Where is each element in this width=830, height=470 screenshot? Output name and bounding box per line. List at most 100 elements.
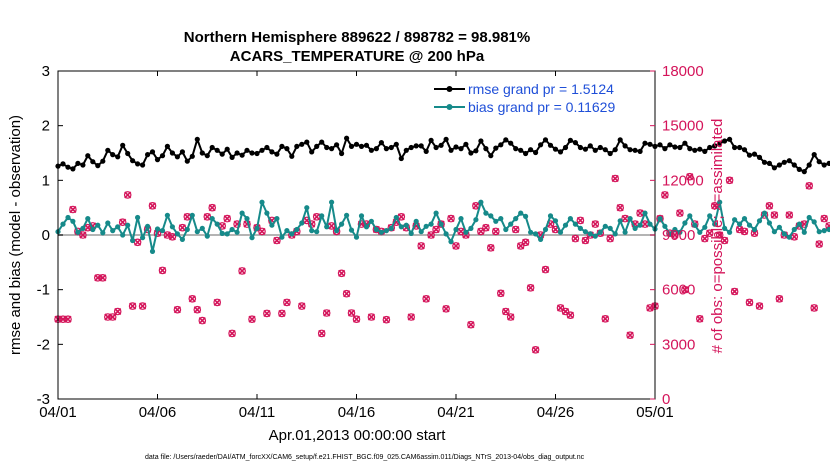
bias-point — [751, 226, 758, 233]
bias-point — [826, 226, 830, 233]
rmse-point — [65, 164, 71, 170]
obs-possible-point — [676, 209, 684, 217]
bias-point — [209, 216, 215, 222]
rmse-point — [801, 169, 807, 175]
bias-point — [677, 229, 683, 235]
bias-point — [135, 214, 141, 221]
bias-point — [478, 199, 484, 205]
rmse-point — [418, 143, 424, 149]
rmse-point — [140, 162, 146, 168]
rmse-point — [209, 144, 215, 151]
rmse-point — [204, 153, 210, 159]
obs-possible-point — [700, 234, 709, 243]
bias-point — [418, 229, 424, 235]
rmse-point — [348, 143, 355, 149]
rmse-point — [115, 154, 121, 160]
obs-possible-point — [681, 285, 689, 294]
rmse-point — [239, 152, 245, 158]
bias-point — [702, 224, 708, 230]
bias-point — [538, 236, 544, 242]
obs-possible-point — [342, 289, 351, 298]
bias-point — [428, 221, 434, 227]
obs-assimilated-point — [477, 227, 485, 235]
obs-possible-point — [193, 305, 202, 314]
bias-point — [523, 213, 529, 219]
rmse-point — [538, 142, 544, 148]
bias-point — [70, 218, 76, 224]
obs-assimilated-point — [636, 209, 644, 217]
obs-assimilated-point — [571, 235, 579, 243]
rmse-point — [289, 153, 295, 159]
bias-point — [373, 226, 379, 233]
obs-assimilated-point — [198, 317, 206, 325]
obs-assimilated-point — [457, 227, 465, 235]
bias-point — [722, 225, 728, 231]
bias-point — [632, 225, 638, 231]
bias-point — [776, 224, 783, 230]
rmse-point — [508, 140, 514, 146]
obs-assimilated-point — [492, 227, 500, 235]
rmse-point — [214, 147, 220, 153]
rmse-point — [672, 144, 678, 150]
bias-point — [358, 213, 365, 219]
obs-possible-point — [297, 302, 306, 310]
obs-assimilated-point — [616, 204, 624, 212]
chart-title: Northern Hemisphere 889622 / 898782 = 98… — [184, 29, 530, 46]
bias-point — [329, 199, 335, 205]
obs-possible-point — [258, 227, 266, 236]
bias-point — [393, 214, 399, 221]
bias-point — [637, 222, 643, 228]
bias-point — [284, 228, 290, 234]
obs-assimilated-point — [522, 238, 530, 246]
obs-assimilated-point — [442, 305, 450, 313]
bias-point — [125, 222, 131, 228]
obs-possible-point — [541, 265, 550, 274]
obs-possible-point — [442, 304, 450, 313]
obs-possible-point — [755, 302, 764, 310]
obs-assimilated-point — [606, 235, 614, 243]
rmse-point — [95, 163, 101, 169]
obs-assimilated-point — [745, 298, 754, 306]
x-axis-label: Apr.01,2013 00:00:00 start — [269, 427, 447, 444]
obs-possible-point — [198, 316, 207, 325]
obs-possible-point — [720, 236, 729, 245]
y-axis-label-left: rmse and bias (model - observation) — [7, 115, 24, 355]
bias-point — [174, 231, 180, 237]
bias-point — [816, 229, 822, 235]
obs-assimilated-point — [621, 215, 629, 223]
bias-point — [75, 229, 81, 235]
bias-series — [55, 199, 830, 254]
bias-point — [761, 210, 768, 216]
rmse-point — [567, 137, 574, 143]
rmse-point — [667, 142, 673, 148]
rmse-point — [478, 138, 484, 144]
obs-assimilated-point — [815, 240, 823, 248]
bias-point — [567, 216, 574, 222]
rmse-point — [413, 143, 419, 149]
obs-possible-point — [113, 307, 122, 316]
bias-point — [692, 222, 698, 228]
bias-point — [572, 221, 579, 227]
rmse-point — [468, 150, 474, 156]
x-tick-label: 04/11 — [239, 404, 275, 421]
rmse-point — [811, 152, 817, 158]
x-tick-label: 04/01 — [39, 404, 77, 421]
rmse-point — [244, 147, 250, 153]
rmse-point — [363, 142, 370, 148]
rmse-point — [712, 143, 718, 149]
obs-possible-point — [273, 236, 281, 245]
obs-possible-point — [347, 309, 356, 317]
bias-point — [448, 239, 454, 245]
rmse-series — [55, 135, 830, 175]
obs-possible-point — [556, 304, 565, 312]
rmse-point — [393, 141, 399, 147]
rmse-point — [145, 152, 151, 158]
bias-point — [294, 226, 300, 233]
rmse-point — [319, 139, 325, 145]
obs-possible-point — [208, 203, 217, 212]
rmse-point — [294, 143, 300, 149]
bias-point — [473, 217, 479, 223]
rmse-point — [120, 142, 126, 148]
obs-assimilated-point — [487, 244, 495, 252]
